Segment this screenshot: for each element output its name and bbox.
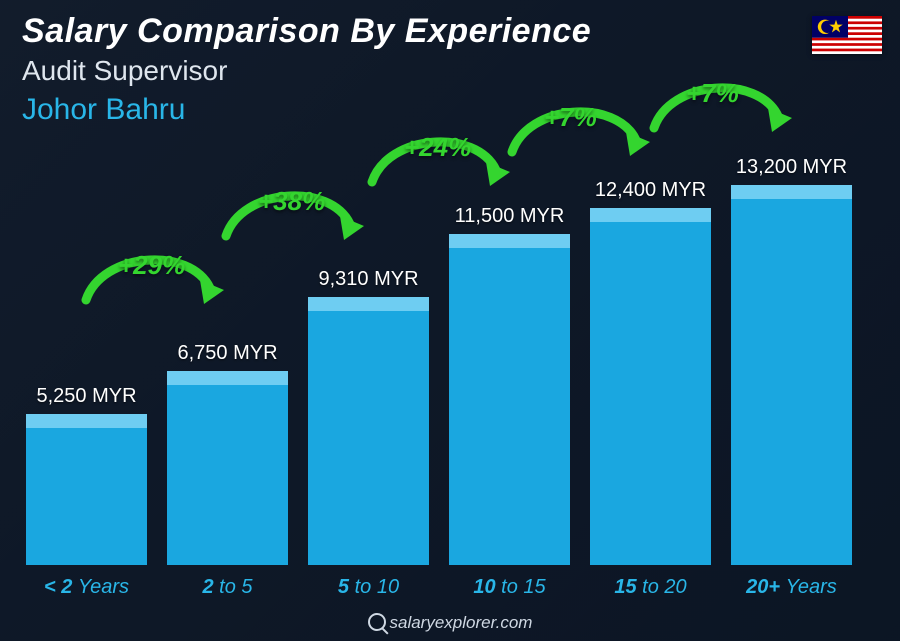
chart-location: Johor Bahru — [22, 93, 591, 127]
flag-icon — [812, 16, 882, 54]
bar-top-cap — [449, 234, 570, 248]
x-axis-label: 10 to 15 — [449, 576, 570, 599]
bar-column: 12,400 MYR — [590, 179, 711, 565]
bar — [308, 297, 429, 565]
chart-subtitle: Audit Supervisor — [22, 55, 591, 87]
x-axis-label: < 2 Years — [26, 576, 147, 599]
x-axis-label: 2 to 5 — [167, 576, 288, 599]
bar-column: 11,500 MYR — [449, 205, 570, 565]
x-axis-label: 5 to 10 — [308, 576, 429, 599]
bar-column: 9,310 MYR — [308, 268, 429, 565]
x-axis-label: 20+ Years — [731, 576, 852, 599]
bar-top-cap — [26, 414, 147, 428]
chart-title: Salary Comparison By Experience — [22, 12, 591, 51]
increase-badge: +7% — [640, 74, 800, 144]
x-axis-labels: < 2 Years 2 to 5 5 to 10 10 to 15 15 to 20 20… — [26, 576, 852, 599]
footer-text: salaryexplorer.com — [390, 613, 533, 632]
bar-value-label: 5,250 MYR — [36, 385, 136, 408]
bar-value-label: 12,400 MYR — [595, 179, 706, 202]
bar — [167, 371, 288, 565]
bar-top-cap — [308, 297, 429, 311]
bar-column: 13,200 MYR — [731, 156, 852, 565]
bar — [26, 414, 147, 565]
header-block: Salary Comparison By Experience Audit Su… — [22, 12, 591, 127]
bar-value-label: 11,500 MYR — [455, 205, 565, 228]
increase-arrow-icon — [640, 74, 800, 144]
bar-top-cap — [590, 208, 711, 222]
magnifier-icon — [368, 613, 386, 631]
bar-top-cap — [731, 185, 852, 199]
chart-canvas: Salary Comparison By Experience Audit Su… — [0, 0, 900, 641]
bar-column: 6,750 MYR — [167, 342, 288, 565]
bar — [731, 185, 852, 565]
x-axis-label: 15 to 20 — [590, 576, 711, 599]
bar-column: 5,250 MYR — [26, 385, 147, 565]
bar — [449, 234, 570, 565]
bar-value-label: 6,750 MYR — [177, 342, 277, 365]
bar-plot-area: 5,250 MYR 6,750 MYR 9,310 MYR 11,500 MYR 12,… — [26, 135, 852, 565]
bar-value-label: 9,310 MYR — [318, 268, 418, 291]
bar-top-cap — [167, 371, 288, 385]
bar — [590, 208, 711, 565]
bar-value-label: 13,200 MYR — [736, 156, 847, 179]
increase-percent: +7% — [686, 78, 739, 109]
footer-attribution: salaryexplorer.com — [0, 613, 900, 633]
